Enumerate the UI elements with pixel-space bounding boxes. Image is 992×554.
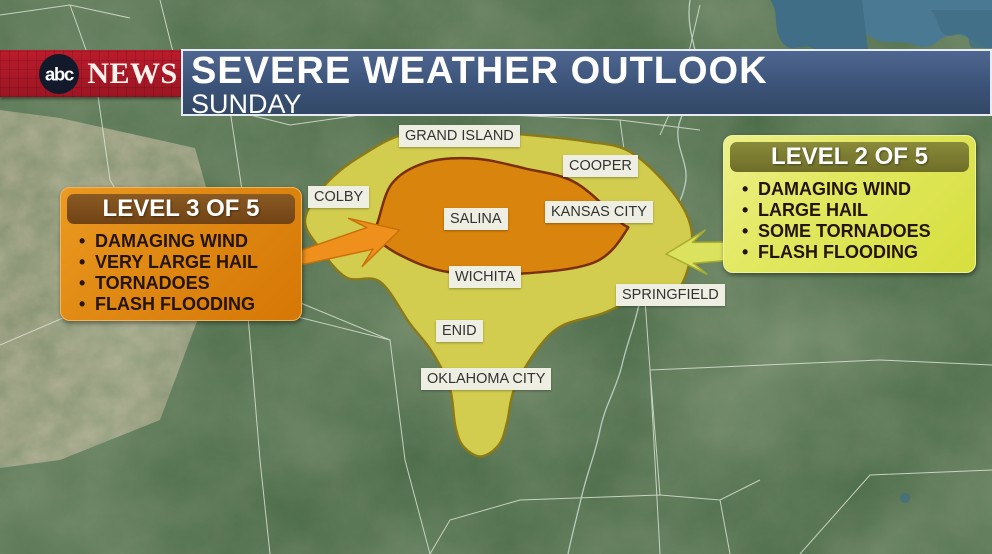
svg-text:abc: abc <box>45 63 74 84</box>
